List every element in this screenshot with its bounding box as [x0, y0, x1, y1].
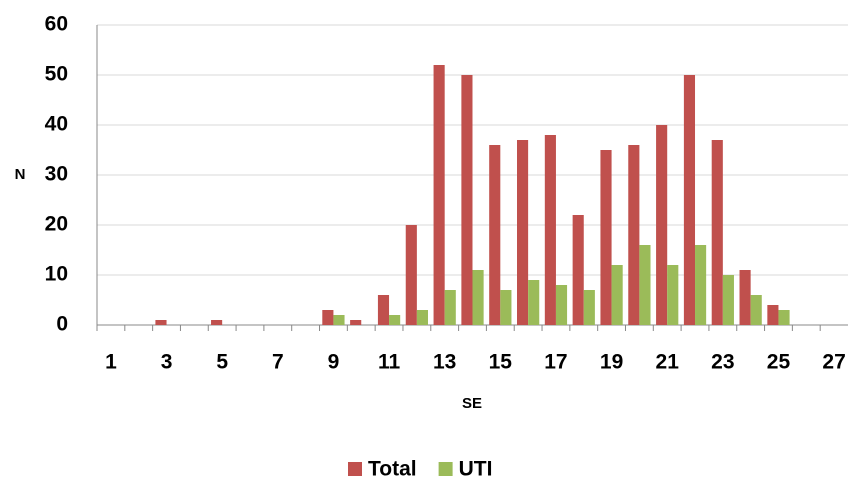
bar: [544, 135, 556, 325]
bar: [600, 150, 612, 325]
bar: [667, 265, 679, 325]
x-tick-label: 17: [544, 351, 567, 374]
bar: [711, 140, 723, 325]
legend-swatch: [348, 462, 362, 476]
y-tick-label: 60: [45, 13, 68, 36]
x-tick-label: 21: [656, 351, 680, 374]
bar: [517, 140, 529, 325]
x-tick-label: 13: [433, 351, 456, 374]
y-tick-label: 40: [45, 113, 68, 136]
bar: [767, 305, 779, 325]
bar: [572, 215, 584, 325]
bar: [695, 245, 707, 325]
bar: [333, 315, 345, 325]
x-tick-label: 19: [600, 351, 623, 374]
bar: [528, 280, 540, 325]
bar: [750, 295, 762, 325]
bar: [555, 285, 568, 325]
bar: [461, 75, 473, 325]
x-tick-label: 9: [328, 351, 340, 374]
bar: [211, 320, 223, 325]
x-tick-label: 15: [489, 351, 513, 374]
x-axis-label: SE: [462, 395, 482, 412]
bar: [405, 225, 417, 325]
x-tick-label: 23: [711, 351, 734, 374]
bar: [489, 145, 501, 325]
bar: [611, 265, 623, 325]
y-tick-label: 20: [45, 213, 68, 236]
legend-swatch: [438, 462, 453, 476]
bar: [389, 315, 401, 325]
y-tick-label: 50: [45, 63, 68, 86]
bar: [628, 145, 640, 325]
x-tick-label: 27: [822, 351, 845, 374]
bar: [656, 125, 668, 325]
legend-label: Total: [368, 458, 417, 481]
bar: [444, 290, 456, 325]
x-tick-label: 5: [216, 351, 228, 374]
bar: [350, 320, 362, 325]
y-tick-label: 30: [45, 163, 68, 186]
bar: [722, 275, 734, 325]
bar: [778, 310, 790, 325]
x-tick-label: 1: [105, 351, 117, 374]
x-tick-label: 3: [161, 351, 173, 374]
bar: [683, 75, 696, 325]
bar: [472, 270, 484, 325]
bar: [500, 290, 512, 325]
bar: [322, 310, 334, 325]
x-tick-label: 7: [272, 351, 284, 374]
y-tick-label: 0: [56, 313, 68, 336]
x-tick-label: 25: [767, 351, 791, 374]
bar: [583, 290, 595, 325]
x-tick-label: 11: [378, 351, 401, 374]
bar: [639, 245, 651, 325]
bar: [433, 65, 445, 325]
bar: [739, 270, 751, 325]
bar: [416, 310, 428, 325]
y-axis-label: N: [15, 166, 26, 183]
legend-label: UTI: [459, 458, 493, 481]
y-tick-label: 10: [45, 263, 68, 286]
bar: [155, 320, 167, 325]
bar: [377, 295, 390, 325]
